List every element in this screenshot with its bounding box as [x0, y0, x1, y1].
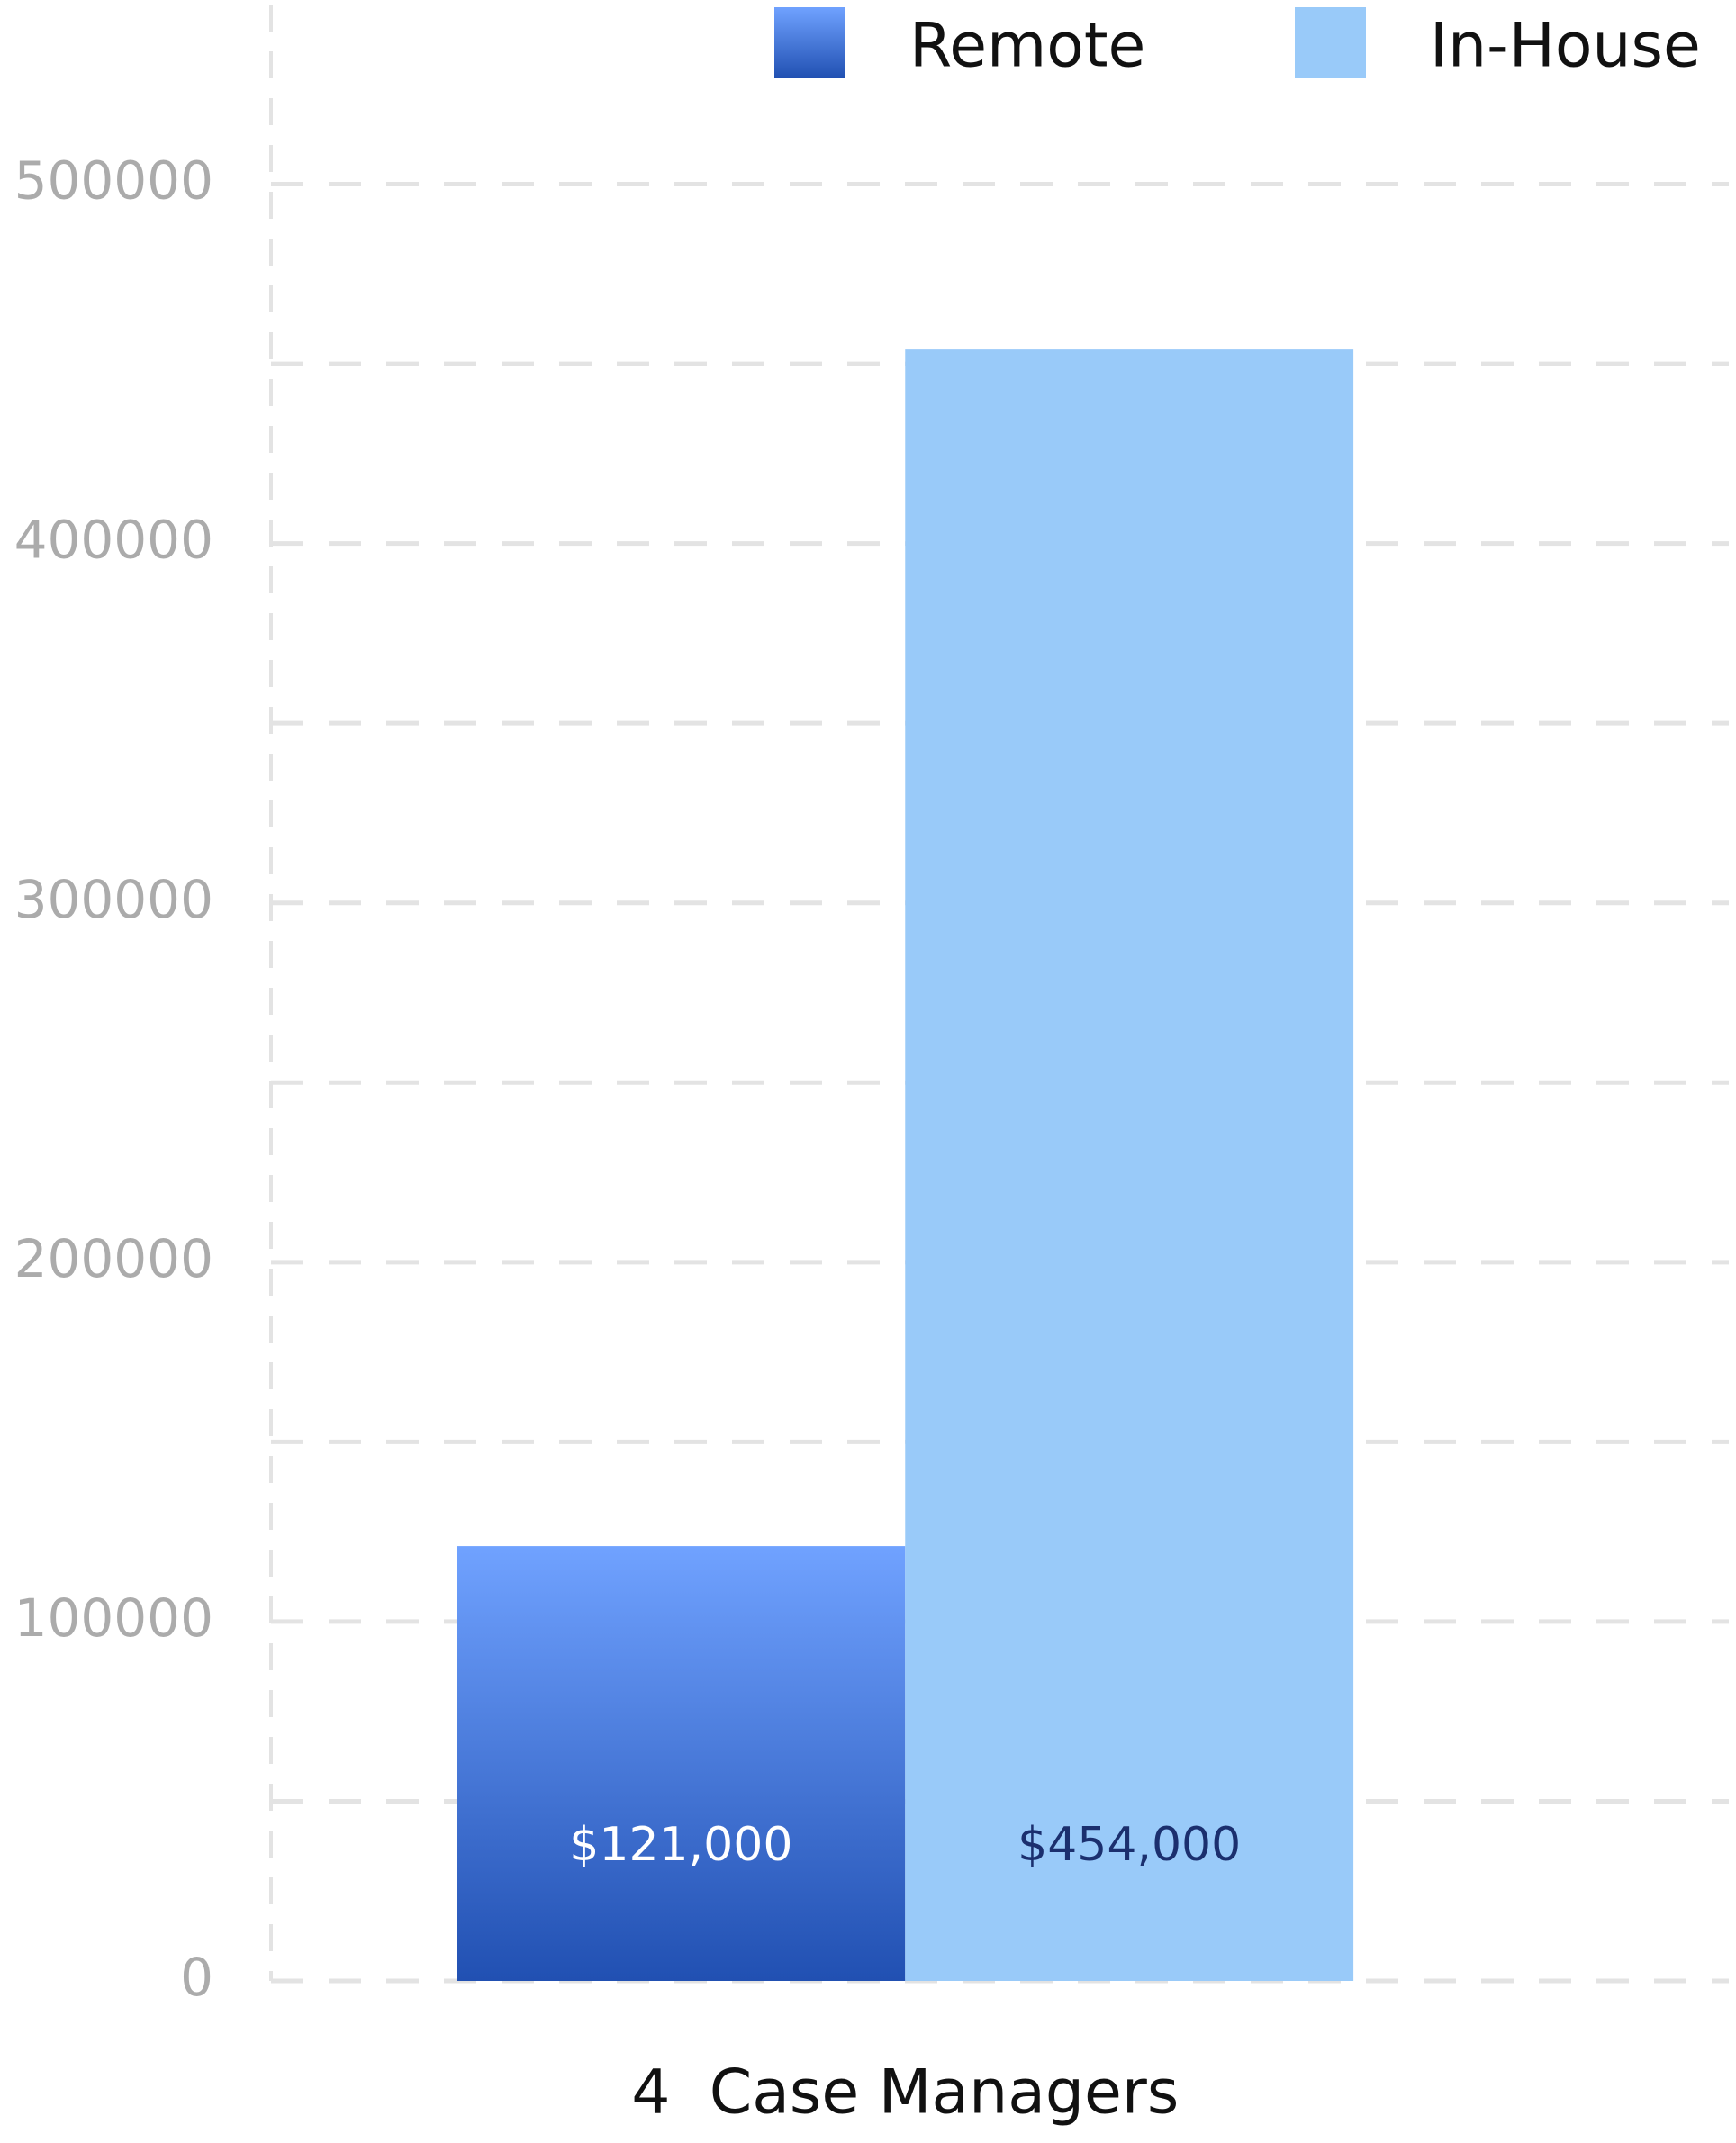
legend-swatch [1295, 7, 1366, 78]
value-label: $454,000 [1017, 1818, 1241, 1872]
y-tick-label: 500000 [14, 150, 213, 212]
value-label: $121,000 [569, 1818, 792, 1872]
y-tick-label: 200000 [14, 1228, 213, 1289]
legend-label: In-House [1430, 11, 1701, 82]
y-tick-label: 0 [180, 1947, 213, 2008]
bar [457, 1546, 906, 1981]
legend-label: Remote [909, 11, 1145, 82]
y-tick-label: 100000 [14, 1587, 213, 1649]
legend-swatch [774, 7, 845, 78]
bar [905, 349, 1354, 1982]
y-tick-label: 400000 [14, 510, 213, 571]
y-tick-label: 300000 [14, 869, 213, 930]
x-tick-label: 4 Case Managers [631, 2057, 1179, 2129]
